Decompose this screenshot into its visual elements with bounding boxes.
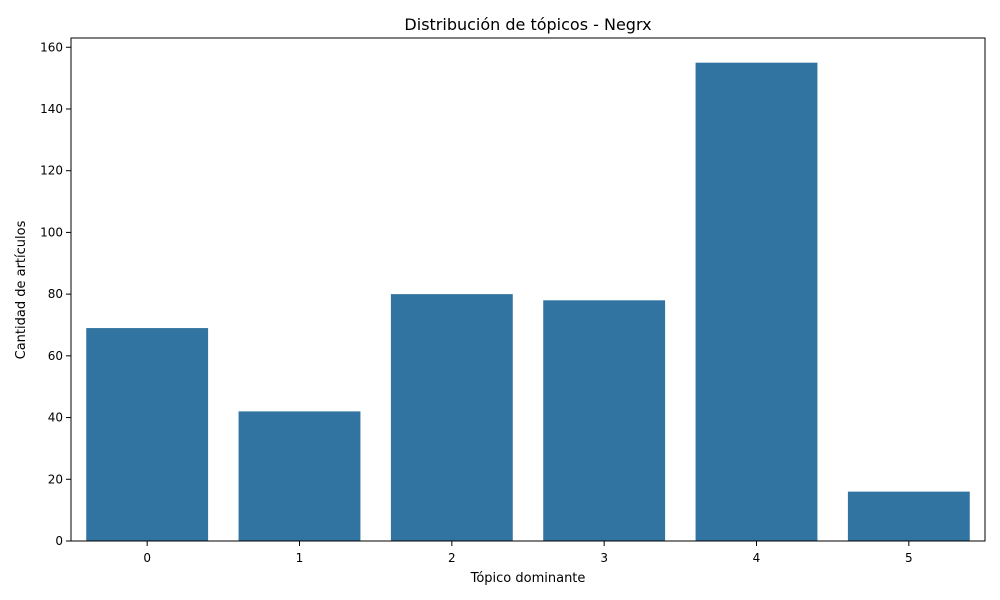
bar-topic-4 — [695, 62, 818, 542]
y-axis-ticks: 0 20 40 60 80 100 120 140 160 — [40, 40, 71, 548]
y-tick-label: 0 — [55, 534, 63, 548]
y-tick-label: 160 — [40, 40, 63, 54]
x-tick-label: 2 — [448, 551, 456, 565]
y-tick-label: 80 — [48, 287, 63, 301]
bar-topic-5 — [847, 491, 970, 541]
y-axis-label: Cantidad de artículos — [14, 220, 29, 359]
bar-topic-0 — [86, 328, 209, 541]
y-tick-label: 100 — [40, 225, 63, 239]
x-tick-label: 5 — [905, 551, 913, 565]
x-tick-label: 1 — [296, 551, 304, 565]
x-tick-label: 3 — [600, 551, 608, 565]
bar-topic-1 — [238, 411, 361, 541]
plot-frame — [70, 37, 986, 542]
x-tick-label: 4 — [753, 551, 761, 565]
plot-area — [86, 62, 970, 542]
bar-topic-2 — [390, 294, 513, 541]
y-tick-label: 20 — [48, 472, 63, 486]
x-axis-ticks: 0 1 2 3 4 5 — [143, 541, 913, 565]
x-axis-label: Tópico dominante — [470, 571, 586, 586]
y-tick-label: 120 — [40, 164, 63, 178]
y-tick-label: 60 — [48, 349, 63, 363]
x-tick-label: 0 — [143, 551, 151, 565]
y-tick-label: 40 — [48, 411, 63, 425]
y-tick-label: 140 — [40, 102, 63, 116]
bar-topic-3 — [543, 300, 666, 541]
chart-title: Distribución de tópicos - Negrx — [404, 15, 651, 34]
